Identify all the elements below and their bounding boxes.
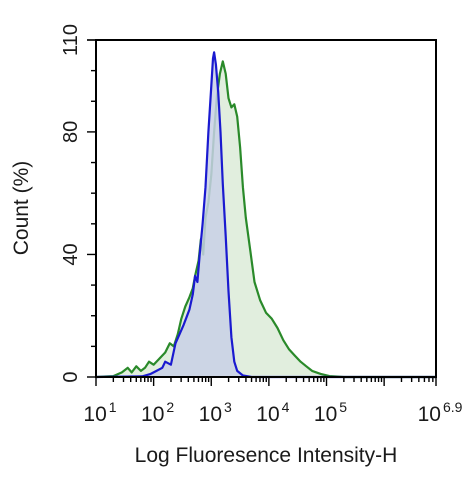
y-tick-marks <box>87 39 96 378</box>
x-tick-exponent: 1 <box>109 399 117 415</box>
y-tick-label: 80 <box>60 121 82 143</box>
x-axis-label: Log Fluoresence Intensity-H <box>135 444 398 467</box>
y-tick-label: 40 <box>60 243 82 265</box>
x-tick-base: 10 <box>418 403 441 426</box>
y-tick-label: 110 <box>60 24 82 56</box>
x-tick-exponent: 2 <box>166 399 174 415</box>
series-layer <box>95 51 436 379</box>
series-1-line <box>95 51 436 379</box>
x-tick-label: 10 2 <box>141 399 174 426</box>
x-tick-exponent: 6.9 <box>443 399 463 415</box>
x-tick-label: 10 5 <box>314 399 347 426</box>
y-tick-label: 0 <box>60 371 82 382</box>
x-tick-exponent: 5 <box>339 399 347 415</box>
x-tick-label: 10 1 <box>83 399 116 426</box>
x-tick-exponent: 3 <box>224 399 232 415</box>
x-tick-base: 10 <box>141 403 164 426</box>
x-tick-base: 10 <box>256 403 279 426</box>
x-tick-base: 10 <box>314 403 337 426</box>
x-tick-base: 10 <box>83 403 106 426</box>
x-tick-marks <box>95 377 437 386</box>
x-tick-label: 10 3 <box>199 399 232 426</box>
x-tick-label: 10 6.9 <box>418 399 463 426</box>
x-tick-exponent: 4 <box>282 399 290 415</box>
x-tick-base: 10 <box>199 403 222 426</box>
x-tick-label: 10 4 <box>256 399 289 426</box>
y-tick-labels: 0 40 80 110 <box>60 24 82 383</box>
y-axis-label: Count (%) <box>10 161 33 256</box>
x-tick-labels: 10 1 10 2 10 3 10 4 10 5 10 6.9 <box>83 399 462 426</box>
